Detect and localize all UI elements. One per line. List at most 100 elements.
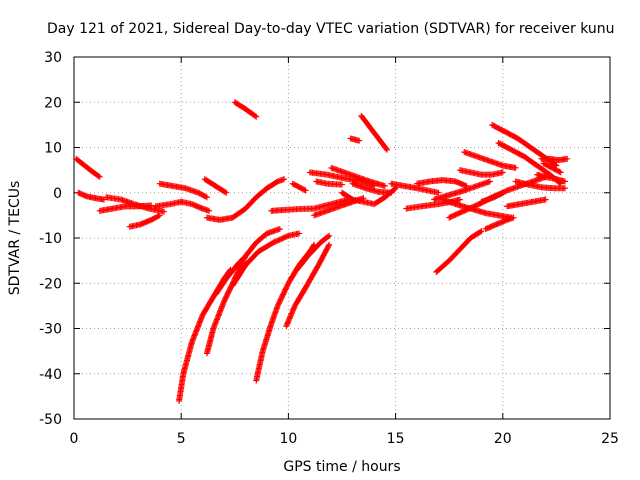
x-tick-label: 10	[279, 431, 297, 447]
data-point	[326, 241, 333, 248]
data-point	[239, 256, 246, 263]
data-point	[155, 213, 162, 220]
data-point	[486, 178, 493, 185]
data-point	[381, 182, 388, 189]
data-point	[339, 181, 345, 188]
data-point	[276, 225, 283, 232]
series-arc-11	[231, 99, 260, 120]
series-arc-42	[504, 196, 549, 210]
series-arc-33	[433, 228, 485, 275]
data-point	[510, 214, 517, 221]
series-arc-20	[289, 180, 309, 194]
data-point	[296, 230, 303, 237]
data-point	[253, 113, 260, 120]
series-arc-21	[311, 195, 367, 219]
data-points	[73, 99, 571, 404]
series-arc-9	[203, 176, 288, 223]
x-axis-label: GPS time / hours	[283, 459, 400, 475]
data-point	[542, 196, 549, 203]
x-tick-label: 15	[387, 431, 405, 447]
series-arc-16	[253, 241, 318, 384]
data-point	[222, 189, 229, 196]
series-arc-17	[283, 241, 333, 330]
data-point	[148, 202, 155, 209]
data-point	[301, 186, 308, 193]
data-point	[326, 232, 333, 239]
data-point	[435, 189, 442, 196]
series-arc-37	[461, 149, 519, 171]
data-point	[302, 187, 309, 194]
data-point	[456, 196, 463, 203]
y-tick-label: 10	[44, 141, 62, 157]
series-arc-18	[293, 232, 333, 273]
data-point	[252, 112, 259, 119]
series-arc-28	[349, 180, 395, 196]
data-point	[202, 193, 209, 200]
series-arc-36	[456, 167, 506, 178]
series-arc-29	[388, 180, 442, 196]
x-tick-label: 25	[601, 431, 619, 447]
data-point	[95, 173, 102, 180]
data-point	[223, 189, 230, 196]
data-point	[281, 176, 288, 183]
series-arc-35	[439, 196, 515, 221]
series-arc-1	[73, 155, 103, 180]
data-point	[556, 168, 563, 175]
data-point	[356, 137, 363, 144]
axis-ticks: 0 5 10 15 20 25 -50 -40 -30 -20 -10 0 10 20 30	[39, 50, 619, 447]
series-arc-8	[178, 198, 213, 214]
series-arc-14	[212, 255, 247, 298]
data-point	[564, 155, 571, 162]
data-point	[161, 208, 168, 215]
chart-title: Day 121 of 2021, Sidereal Day-to-day VTE…	[47, 21, 615, 37]
y-tick-label: 0	[53, 186, 62, 202]
series-arc-44	[538, 155, 571, 164]
x-tick-label: 0	[70, 431, 79, 447]
data-point	[284, 233, 291, 240]
y-tick-label: -20	[39, 276, 62, 292]
data-point	[383, 145, 390, 152]
series-arc-25	[347, 135, 363, 144]
y-tick-label: 30	[44, 50, 62, 66]
series-arc-39	[482, 214, 517, 232]
data-point	[206, 207, 213, 214]
x-tick-label: 20	[494, 431, 512, 447]
series-arc-46	[540, 160, 564, 176]
y-tick-label: 20	[44, 95, 62, 111]
data-point	[96, 173, 103, 180]
data-point	[388, 189, 395, 196]
y-tick-label: -40	[39, 367, 62, 383]
series-arc-31	[414, 177, 470, 189]
data-point	[499, 169, 506, 176]
data-point	[325, 233, 332, 240]
series-arc-27	[339, 185, 399, 208]
series-arc-24	[328, 164, 388, 189]
data-point	[384, 146, 391, 153]
data-point	[240, 255, 247, 262]
data-point	[325, 242, 332, 249]
series-arc-10	[201, 176, 230, 196]
y-tick-label: -30	[39, 322, 62, 338]
series-arc-2	[75, 189, 108, 203]
data-point	[203, 194, 210, 201]
y-tick-label: -10	[39, 231, 62, 247]
series-arc-4	[103, 194, 168, 215]
series-arc-7	[156, 180, 210, 201]
series-arc-43	[512, 178, 568, 192]
x-tick-label: 5	[177, 431, 186, 447]
series-arc-15	[229, 230, 303, 289]
series-arc-23	[313, 178, 345, 188]
data-point	[561, 178, 568, 185]
data-point	[561, 185, 568, 192]
series-arc-5	[126, 212, 163, 230]
grid	[74, 57, 610, 419]
series-arc-19	[268, 196, 352, 214]
y-tick-label: -50	[39, 412, 62, 428]
series-arc-6	[152, 198, 185, 210]
data-point	[512, 164, 519, 171]
data-point	[553, 162, 560, 169]
series-arc-45	[534, 171, 568, 185]
data-point	[557, 169, 564, 176]
y-axis-label: SDTVAR / TECUs	[7, 181, 23, 296]
